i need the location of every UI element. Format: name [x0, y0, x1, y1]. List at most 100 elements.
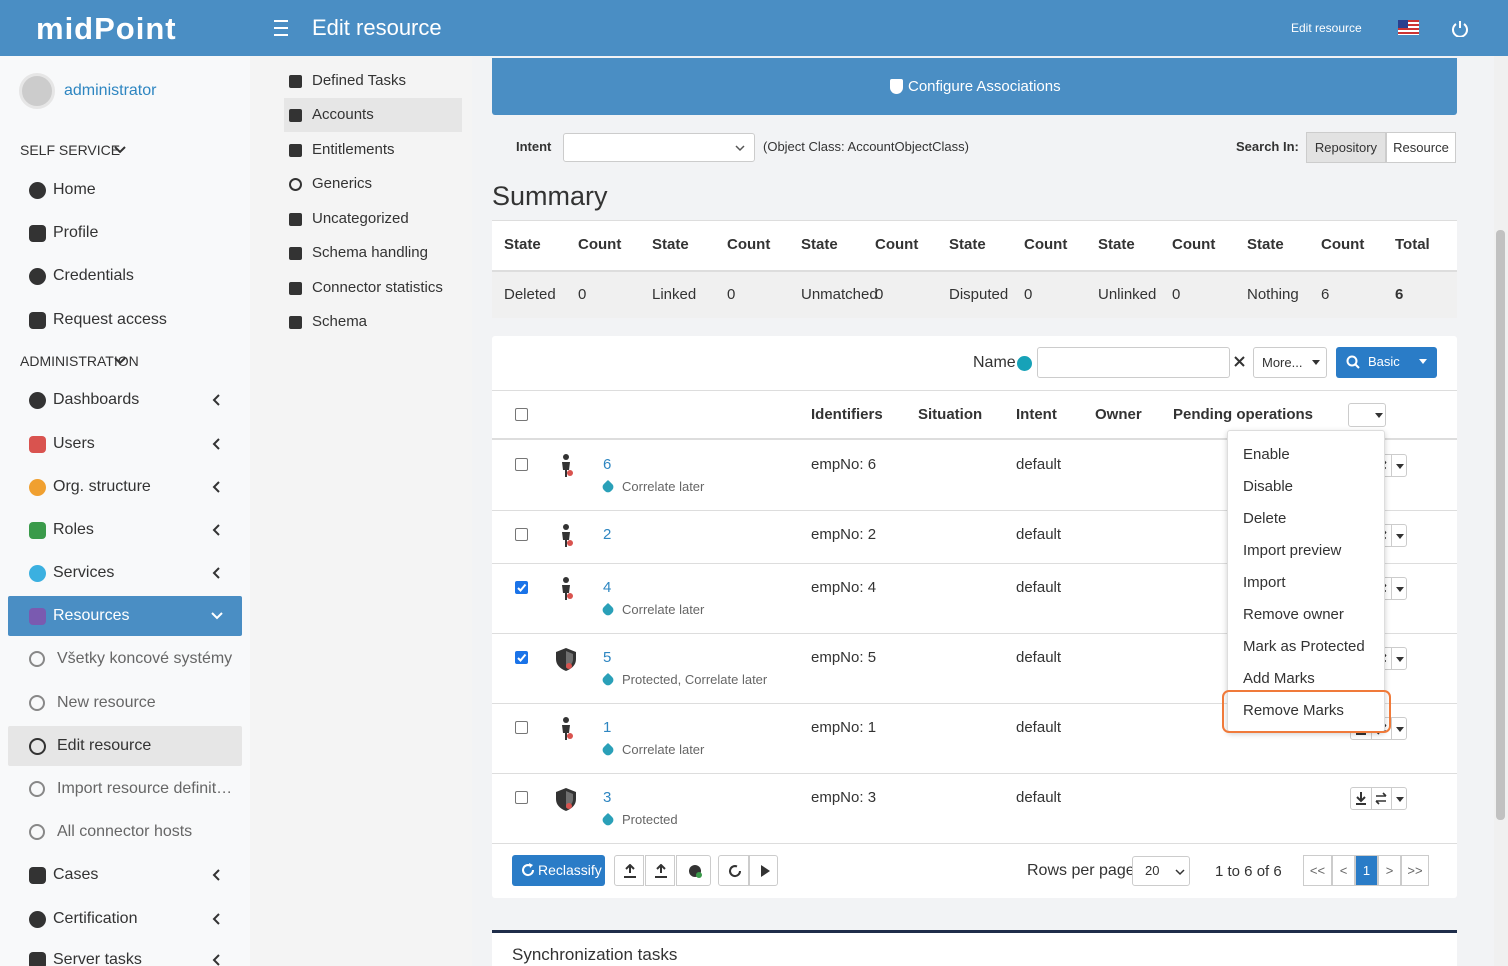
item-icon — [29, 952, 46, 966]
dropdown-item[interactable]: Mark as Protected — [1243, 638, 1365, 655]
dropdown-item[interactable]: Remove Marks — [1243, 702, 1344, 719]
menu-item[interactable]: Profile — [53, 224, 99, 241]
row-actions[interactable] — [1350, 787, 1407, 810]
resource-tab[interactable]: Generics — [312, 175, 373, 192]
page-button[interactable]: > — [1378, 855, 1401, 886]
row-name[interactable]: 3 — [603, 789, 612, 806]
row-name[interactable]: 4 — [603, 579, 612, 596]
page-button[interactable]: < — [1332, 855, 1355, 886]
resource-tab[interactable]: Entitlements — [312, 141, 395, 158]
menu-item[interactable]: Import resource definit… — [57, 780, 233, 797]
menu-item[interactable]: Certification — [53, 910, 138, 927]
row-name[interactable]: 2 — [603, 526, 612, 543]
basic-label: Basic — [1368, 354, 1400, 369]
user-name[interactable]: administrator — [64, 82, 157, 99]
caret — [1396, 534, 1404, 539]
resource-tab[interactable]: Schema handling — [312, 244, 428, 261]
resource-tab[interactable]: Accounts — [312, 106, 374, 123]
name-input[interactable] — [1037, 347, 1230, 378]
tab-icon — [289, 247, 302, 260]
resource-tab[interactable]: Connector statistics — [312, 279, 443, 296]
basic-button[interactable]: Basic — [1336, 347, 1437, 378]
row-identifier: empNo: 4 — [811, 579, 877, 596]
row-identifier: empNo: 3 — [811, 789, 877, 806]
menu-item[interactable]: Resources — [53, 607, 130, 624]
clear-icon — [1234, 356, 1245, 367]
toolbar-button[interactable] — [614, 855, 644, 886]
header-link[interactable]: Edit resource — [1291, 21, 1362, 35]
summary-header: Count — [1321, 236, 1365, 253]
shield-icon — [890, 79, 903, 94]
menu-item[interactable]: Všetky koncové systémy — [57, 650, 233, 667]
resource-tab[interactable]: Uncategorized — [312, 210, 409, 227]
menu-item[interactable]: Home — [53, 181, 96, 198]
checkbox[interactable] — [515, 581, 528, 594]
dropdown-item[interactable]: Delete — [1243, 510, 1287, 527]
highlight-frame — [1222, 690, 1391, 733]
menu-item[interactable]: Dashboards — [53, 391, 140, 408]
row-intent: default — [1016, 789, 1062, 806]
page-button[interactable]: >> — [1401, 855, 1429, 886]
row-intent: default — [1016, 649, 1062, 666]
header-line — [492, 438, 1457, 440]
row-name[interactable]: 6 — [603, 456, 612, 473]
menu-item[interactable]: Cases — [53, 866, 99, 883]
toolbar-button[interactable] — [718, 855, 749, 886]
search-in-option[interactable]: Repository — [1306, 132, 1386, 163]
sync-title: Synchronization tasks — [512, 945, 678, 964]
tab-icon — [289, 144, 302, 157]
menu-item[interactable]: Request access — [53, 311, 167, 328]
configure-button[interactable]: Configure Associations — [492, 58, 1457, 115]
menu-item[interactable]: Server tasks — [53, 951, 142, 966]
intent-select[interactable] — [563, 133, 755, 162]
row-name[interactable]: 1 — [603, 719, 612, 736]
row-line — [492, 843, 1457, 844]
menu-item[interactable]: Users — [53, 435, 95, 452]
reclassify-button[interactable]: Reclassify — [512, 855, 605, 886]
checkbox[interactable] — [515, 651, 528, 664]
toolbar-button[interactable] — [676, 855, 711, 886]
page-size-select[interactable]: 20 — [1132, 856, 1190, 886]
checkbox[interactable] — [515, 408, 528, 421]
resource-tab[interactable]: Schema — [312, 313, 368, 330]
row-name[interactable]: 5 — [603, 649, 612, 666]
checkbox[interactable] — [515, 458, 528, 471]
menu-bar[interactable] — [274, 27, 288, 29]
row-identifier: empNo: 1 — [811, 719, 877, 736]
menu-item[interactable]: Edit resource — [57, 737, 152, 754]
checkbox[interactable] — [515, 721, 528, 734]
page-button[interactable]: 1 — [1355, 855, 1378, 886]
menu-item[interactable]: Roles — [53, 521, 94, 538]
checkbox[interactable] — [515, 791, 528, 804]
export-button[interactable] — [1348, 403, 1386, 427]
dropdown-item[interactable]: Import preview — [1243, 542, 1342, 559]
select-chevron — [735, 145, 745, 152]
toolbar-button[interactable] — [645, 855, 675, 886]
resource-tab[interactable]: Defined Tasks — [312, 72, 406, 89]
search-in-option[interactable]: Resource — [1386, 132, 1456, 163]
item-icon — [29, 695, 45, 711]
menu-bar[interactable] — [274, 34, 288, 36]
checkbox[interactable] — [515, 528, 528, 541]
dropdown-item[interactable]: Enable — [1243, 446, 1290, 463]
dropdown-item[interactable]: Remove owner — [1243, 606, 1344, 623]
toolbar-button[interactable] — [749, 855, 778, 886]
action-sep — [1391, 455, 1392, 476]
refresh-icon — [522, 863, 535, 877]
dropdown-item[interactable]: Disable — [1243, 478, 1294, 495]
dropdown-item[interactable]: Add Marks — [1243, 670, 1315, 687]
menu-bar[interactable] — [274, 20, 288, 22]
menu-item[interactable]: Credentials — [53, 267, 134, 284]
more-button[interactable]: More... — [1253, 347, 1327, 378]
menu-item[interactable]: Org. structure — [53, 478, 151, 495]
page-button[interactable]: << — [1303, 855, 1332, 886]
dropdown-item[interactable]: Import — [1243, 574, 1286, 591]
menu-item[interactable]: Services — [53, 564, 115, 581]
item-icon — [29, 651, 45, 667]
menu-item[interactable]: All connector hosts — [57, 823, 193, 840]
summary-header: Count — [578, 236, 622, 253]
flag[interactable] — [1398, 20, 1419, 35]
menu-item[interactable]: New resource — [57, 694, 156, 711]
